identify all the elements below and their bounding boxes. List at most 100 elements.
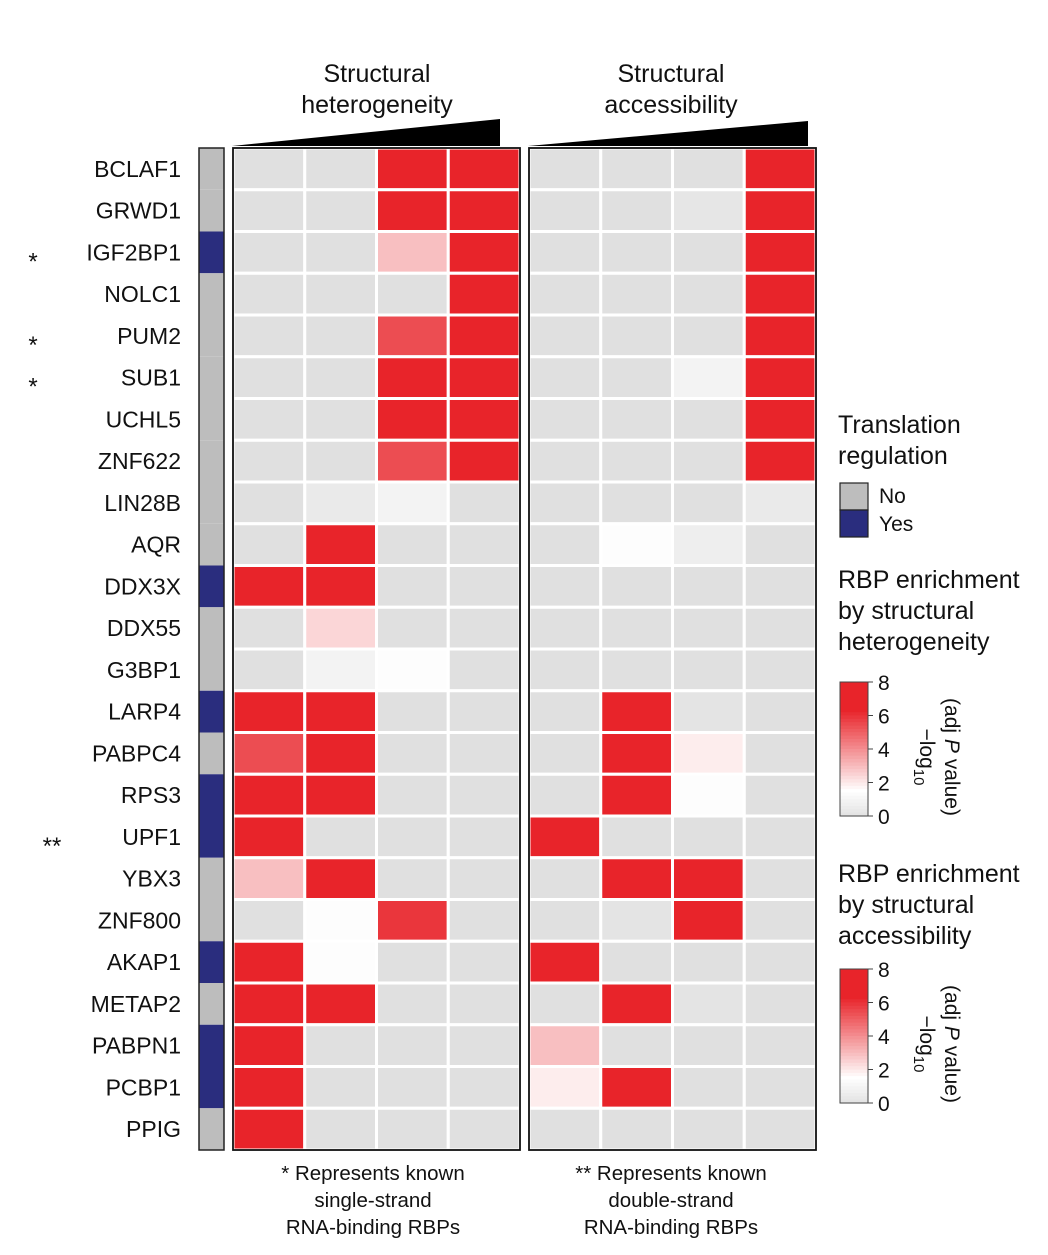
- row-label: YBX3: [122, 866, 181, 892]
- colorbar-step: [840, 738, 868, 743]
- heatmap-cell: [446, 1106, 522, 1152]
- legend-title-line: regulation: [838, 442, 948, 470]
- axis-label-italic: P: [940, 739, 963, 753]
- heatmap-cell: [303, 772, 378, 818]
- colorbar-step: [840, 705, 868, 710]
- colorbar-step: [840, 992, 868, 997]
- colorbar-step: [840, 972, 868, 977]
- heatmap-cell: [671, 689, 746, 734]
- colorbar-step: [840, 969, 868, 973]
- colorbar-step: [840, 1036, 868, 1040]
- colorbar-step: [840, 769, 868, 774]
- heatmap-cell: [375, 898, 450, 943]
- colorbar-step: [840, 1052, 868, 1057]
- panel-border: [232, 147, 521, 1151]
- colorbar-step: [840, 1032, 868, 1037]
- heatmap-cell: [446, 355, 522, 400]
- axis-label-log: −log: [915, 729, 938, 769]
- colorbar-step: [840, 782, 868, 787]
- heatmap-cell: [446, 939, 522, 985]
- row-label: AQR: [131, 532, 181, 558]
- translation-bar-border: [198, 147, 225, 1151]
- heatmap-cell: [742, 856, 818, 901]
- row-star: *: [28, 248, 37, 275]
- heatmap-cell: [446, 188, 522, 233]
- colorbar-step: [840, 1056, 868, 1061]
- heatmap-cell: [527, 397, 603, 442]
- heatmap-cell: [742, 397, 818, 442]
- panel-title-line: heterogeneity: [301, 91, 453, 119]
- colorbar-step: [840, 1089, 868, 1094]
- heatmap-cell: [231, 522, 307, 567]
- colorbar-step: [840, 752, 868, 757]
- heatmap-cell: [231, 397, 307, 442]
- colorbar-step: [840, 1069, 868, 1074]
- row-label: GRWD1: [96, 198, 181, 224]
- translation-cell: [199, 732, 224, 775]
- heatmap-cell: [303, 188, 378, 233]
- legend-heterogeneity: RBP enrichment by structural heterogenei…: [838, 566, 1020, 829]
- row-label: IGF2BP1: [86, 239, 181, 265]
- row-label: LIN28B: [104, 490, 181, 516]
- heatmap-cell: [303, 438, 378, 484]
- translation-cell: [199, 607, 224, 649]
- colorbar-tick-label: 6: [878, 706, 890, 729]
- row-label: METAP2: [91, 991, 181, 1017]
- heatmap-cell: [446, 397, 522, 442]
- heatmap-cell: [599, 814, 674, 860]
- heatmap-cell: [671, 1023, 746, 1068]
- footnote-line: RNA-binding RBPs: [584, 1216, 758, 1239]
- translation-cell: [199, 398, 224, 441]
- colorbar-step: [840, 755, 868, 760]
- heatmap-cell: [303, 731, 378, 776]
- legend-title-line: accessibility: [838, 922, 972, 950]
- translation-cell: [199, 482, 224, 524]
- heatmap-cell: [527, 981, 603, 1027]
- panel-title-line: accessibility: [604, 91, 738, 119]
- heatmap-cell: [742, 647, 818, 693]
- colorbar-step: [840, 805, 868, 810]
- heatmap-cell: [742, 230, 818, 275]
- translation-cell: [199, 189, 224, 232]
- heatmap-cell: [742, 146, 818, 192]
- heatmap-cell: [375, 731, 450, 776]
- heatmap-cell: [303, 647, 378, 693]
- heatmap-cell: [446, 772, 522, 818]
- heatmap-cell: [375, 188, 450, 233]
- heatmap-cell: [671, 438, 746, 484]
- colorbar-step: [840, 695, 868, 700]
- heatmap-cell: [231, 438, 307, 484]
- legend-label-no: No: [879, 485, 906, 508]
- heatmap-cell: [671, 1106, 746, 1152]
- heatmap-cell: [671, 522, 746, 567]
- translation-cell: [199, 440, 224, 482]
- row-label: DDX55: [107, 615, 181, 641]
- colorbar-step: [840, 1039, 868, 1044]
- colorbar-step: [840, 698, 868, 703]
- heatmap-cell: [671, 564, 746, 609]
- footnote-line: RNA-binding RBPs: [286, 1216, 460, 1239]
- translation-cell: [199, 273, 224, 315]
- colorbar-step: [840, 708, 868, 713]
- heatmap-cell: [742, 814, 818, 860]
- heatmap-cell: [742, 1023, 818, 1068]
- heatmap-cell: [527, 438, 603, 484]
- translation-cell: [199, 983, 224, 1025]
- colorbar-tick-label: 6: [878, 993, 890, 1016]
- heatmap-cell: [742, 522, 818, 567]
- colorbar-tick-label: 0: [878, 806, 890, 829]
- heatmap-cell: [375, 856, 450, 901]
- heatmap-cell: [303, 313, 378, 359]
- heatmap-cell: [599, 647, 674, 693]
- heatmap-cell: [231, 939, 307, 985]
- colorbar-step: [840, 685, 868, 690]
- colorbar-step: [840, 682, 868, 686]
- heatmap-cell: [742, 605, 818, 651]
- row-label: PCBP1: [106, 1074, 181, 1100]
- footnote-line: ** Represents known: [575, 1162, 766, 1185]
- heatmap-panel-heterogeneity: [231, 146, 522, 1152]
- translation-cell: [199, 899, 224, 942]
- row-stars: *****: [28, 248, 61, 860]
- colorbar-step: [840, 759, 868, 763]
- heatmap-cell: [446, 1065, 522, 1110]
